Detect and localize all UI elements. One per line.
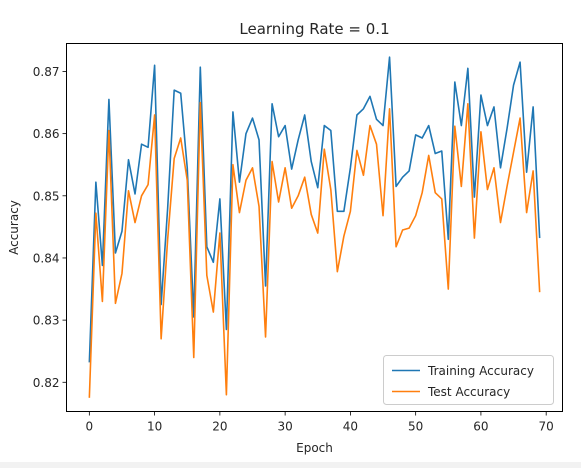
x-axis: 0 10 20 30 40 50 60 70 xyxy=(86,411,554,434)
y-tick-label: 0.86 xyxy=(33,127,60,141)
window-bottom-strip xyxy=(0,462,581,468)
x-tick-label: 50 xyxy=(408,420,423,434)
y-tick-label: 0.84 xyxy=(33,251,60,265)
y-axis-title: Accuracy xyxy=(7,200,21,255)
legend-label-test: Test Accuracy xyxy=(427,385,510,399)
series-line-training-accuracy xyxy=(88,56,541,363)
x-axis-title: Epoch xyxy=(296,441,333,455)
chart-title: Learning Rate = 0.1 xyxy=(239,20,389,38)
y-tick-label: 0.83 xyxy=(33,314,60,328)
y-axis: 0.82 0.83 0.84 0.85 0.86 0.87 xyxy=(33,65,67,390)
y-tick-label: 0.82 xyxy=(33,376,60,390)
x-tick-label: 10 xyxy=(147,420,162,434)
x-tick-label: 40 xyxy=(343,420,358,434)
plot-area xyxy=(88,56,541,398)
x-tick-label: 30 xyxy=(277,420,292,434)
legend-box xyxy=(383,355,554,405)
legend-label-training: Training Accuracy xyxy=(427,364,534,378)
y-tick-label: 0.87 xyxy=(33,65,60,79)
legend: Training Accuracy Test Accuracy xyxy=(383,355,554,405)
x-tick-label: 70 xyxy=(539,420,554,434)
y-tick-label: 0.85 xyxy=(33,189,60,203)
plot-frame xyxy=(66,43,563,412)
x-tick-label: 60 xyxy=(473,420,488,434)
x-tick-label: 0 xyxy=(86,420,94,434)
series-line-test-accuracy xyxy=(88,101,541,398)
x-tick-label: 20 xyxy=(212,420,227,434)
